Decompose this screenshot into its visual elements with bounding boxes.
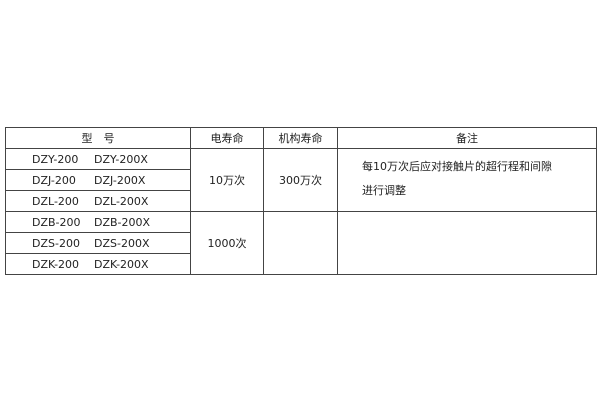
model-x: DZS-200X xyxy=(94,236,150,250)
header-model: 型 号 xyxy=(5,127,191,149)
electric-life-cell: 10万次 xyxy=(190,148,264,212)
model: DZY-200 xyxy=(32,152,79,166)
note-cell xyxy=(337,211,597,275)
model-x: DZB-200X xyxy=(94,215,151,229)
model: DZS-200 xyxy=(32,236,80,250)
header-mechanical-life: 机构寿命 xyxy=(263,127,338,149)
model-cell: DZS-200 DZS-200X xyxy=(5,232,191,254)
model-cell: DZY-200 DZY-200X xyxy=(5,148,191,170)
mechanical-life-cell: 300万次 xyxy=(263,148,338,212)
table-row: DZK-200 DZK-200X xyxy=(5,253,597,275)
model-cell: DZL-200 DZL-200X xyxy=(5,190,191,212)
product-life-table: 型 号 电寿命 机构寿命 备注 DZY-200 DZY-200X 10万次 300… xyxy=(5,127,597,275)
table-row: DZL-200 DZL-200X xyxy=(5,190,597,212)
header-row: 型 号 电寿命 机构寿命 备注 xyxy=(5,127,597,149)
model-x: DZY-200X xyxy=(94,152,148,166)
mechanical-life-cell xyxy=(263,211,338,275)
model-cell: DZK-200 DZK-200X xyxy=(5,253,191,275)
model-cell: DZB-200 DZB-200X xyxy=(5,211,191,233)
note-line-2: 进行调整 xyxy=(362,184,406,197)
model: DZK-200 xyxy=(32,257,80,271)
model-x: DZL-200X xyxy=(94,194,149,208)
electric-life-cell: 1000次 xyxy=(190,211,264,275)
model-cell: DZJ-200 DZJ-200X xyxy=(5,169,191,191)
header-electric-life: 电寿命 xyxy=(190,127,264,149)
header-note: 备注 xyxy=(337,127,597,149)
note-line-1: 每10万次后应对接触片的超行程和间隙 xyxy=(362,160,552,173)
table-row: DZY-200 DZY-200X 10万次 300万次 每10万次后应对接触片的超… xyxy=(5,148,597,212)
model: DZJ-200 xyxy=(32,173,76,187)
model-x: DZJ-200X xyxy=(94,173,146,187)
model-x: DZK-200X xyxy=(94,257,149,271)
model: DZL-200 xyxy=(32,194,79,208)
note-cell: 每10万次后应对接触片的超行程和间隙 进行调整 xyxy=(337,148,597,212)
model: DZB-200 xyxy=(32,215,81,229)
table-row: DZB-200 DZB-200X 1000次 xyxy=(5,211,597,275)
